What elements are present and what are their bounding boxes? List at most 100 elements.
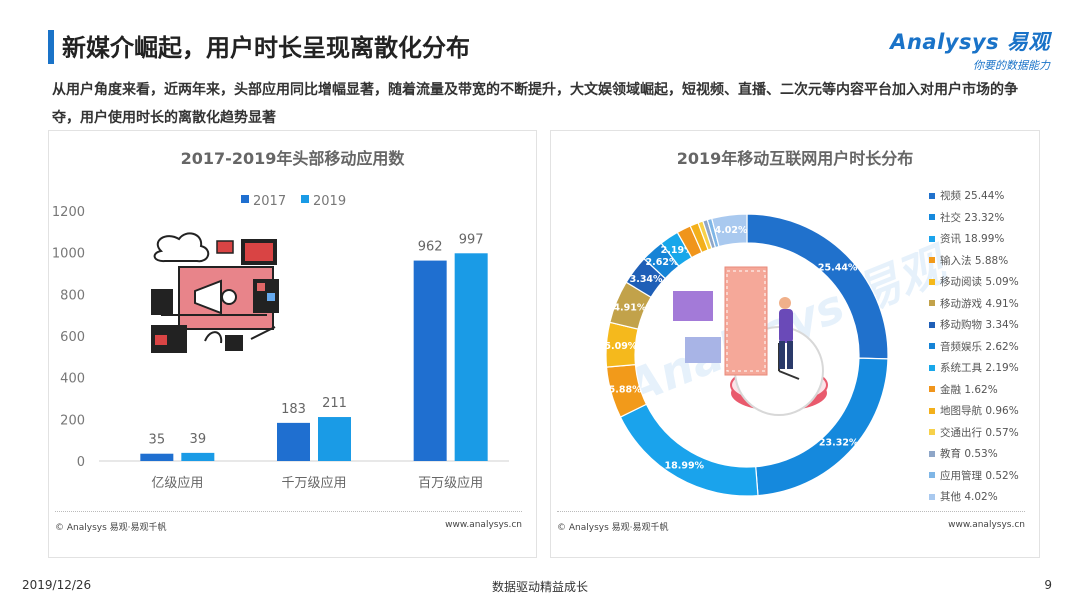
slice-data-label: 2.19% <box>661 245 694 256</box>
y-tick-label: 200 <box>60 413 85 428</box>
data-label: 183 <box>281 402 306 417</box>
legend-swatch <box>929 472 935 479</box>
donut-chart: Analysys 易观 25.44%23.32%18.99%5.88%5.09%… <box>604 213 957 497</box>
legend-label: 应用管理 0.52% <box>940 469 1019 482</box>
legend-swatch <box>929 235 935 242</box>
donut-chart-panel: 2019年移动互联网用户时长分布 Analysys 易观 25.44% 23.32… <box>550 130 1040 558</box>
slice-data-label: 4.02% <box>715 225 748 236</box>
legend-label: 社交 23.32% <box>940 211 1005 224</box>
donut-panel-source: © Analysys 易观·易观千帆 www.analysys.cn <box>557 511 1025 533</box>
bar-source-url: www.analysys.cn <box>445 520 522 530</box>
legend-item: 移动游戏 4.91% <box>929 293 1019 315</box>
bar-chart-panel: 2017-2019年头部移动应用数 0 200 400 600 800 1000 1200 3… <box>48 130 537 558</box>
legend-item: 社交 23.32% <box>929 207 1019 229</box>
legend-swatch <box>929 257 935 264</box>
data-label: 211 <box>322 396 347 411</box>
legend-item: 交通出行 0.57% <box>929 422 1019 444</box>
legend-swatch <box>929 429 935 436</box>
donut-chart-title: 2019年移动互联网用户时长分布 <box>676 149 914 168</box>
bar-2017-0 <box>140 453 174 461</box>
legend-label: 地图导航 0.96% <box>940 405 1019 418</box>
legend-swatch <box>929 364 935 371</box>
legend-item: 输入法 5.88% <box>929 250 1019 272</box>
data-label: 35 <box>149 433 166 448</box>
footer-date: 2019/12/26 <box>22 578 92 592</box>
logo-slogan: 你要的数据能力 <box>973 59 1050 72</box>
legend-label: 输入法 5.88% <box>940 254 1009 267</box>
legend-swatch <box>929 214 935 221</box>
legend-label-2019: 2019 <box>313 194 346 209</box>
data-label: 997 <box>459 232 484 247</box>
bar-2017-2 <box>413 260 447 461</box>
slice-data-label: 23.32% <box>819 438 859 449</box>
donut-source-url: www.analysys.cn <box>948 520 1025 530</box>
legend-item: 移动购物 3.34% <box>929 314 1019 336</box>
slice-data-label: 4.91% <box>613 303 646 314</box>
legend-swatch-2019 <box>301 195 309 203</box>
legend-swatch <box>929 343 935 350</box>
legend-item: 应用管理 0.52% <box>929 465 1019 487</box>
legend-item: 移动阅读 5.09% <box>929 271 1019 293</box>
legend-item: 视频 25.44% <box>929 185 1019 207</box>
legend-label-2017: 2017 <box>253 194 286 209</box>
donut-slice-14 <box>711 213 748 248</box>
legend-label: 系统工具 2.19% <box>940 362 1019 375</box>
legend-swatch-2017 <box>241 195 249 203</box>
intro-paragraph: 从用户角度来看，近两年来，头部应用同比增幅显著，随着流量及带宽的不断提升，大文娱… <box>52 82 1018 126</box>
bar-2017-1 <box>277 422 310 461</box>
donut-source-copyright: © Analysys 易观·易观千帆 <box>557 523 669 533</box>
slice-data-label: 2.62% <box>646 257 679 268</box>
slice-data-label: 5.88% <box>609 384 642 395</box>
legend-swatch <box>929 278 935 285</box>
legend-item: 资讯 18.99% <box>929 228 1019 250</box>
y-tick-label: 1200 <box>52 205 85 220</box>
legend-item: 教育 0.53% <box>929 443 1019 465</box>
y-tick-label: 400 <box>60 372 85 387</box>
legend-item: 其他 4.02% <box>929 486 1019 508</box>
legend-item: 音频娱乐 2.62% <box>929 336 1019 358</box>
legend-swatch <box>929 450 935 457</box>
data-label: 962 <box>418 240 443 255</box>
legend-item: 系统工具 2.19% <box>929 357 1019 379</box>
y-tick-label: 1000 <box>52 247 85 262</box>
legend-label: 教育 0.53% <box>940 448 998 461</box>
legend-label: 交通出行 0.57% <box>940 426 1019 439</box>
footer-slogan: 数据驱动精益成长 <box>491 580 588 594</box>
title-accent-bar <box>48 30 54 64</box>
y-tick-label: 0 <box>77 455 85 470</box>
legend-label: 资讯 18.99% <box>940 233 1005 246</box>
time-illustration <box>673 266 828 416</box>
slice-data-label: 3.34% <box>630 274 663 285</box>
legend-swatch <box>929 300 935 307</box>
legend-swatch <box>929 493 935 500</box>
legend-item: 金融 1.62% <box>929 379 1019 401</box>
legend-label: 移动购物 3.34% <box>940 319 1019 332</box>
bar-panel-source: © Analysys 易观·易观千帆 www.analysys.cn <box>55 511 522 533</box>
donut-legend: 视频 25.44% 社交 23.32% 资讯 18.99% 输入法 5.88% 移动阅读… <box>929 185 1019 508</box>
slice-data-label: 5.09% <box>604 341 637 352</box>
bar-2019-0 <box>181 452 215 461</box>
bar-2019-2 <box>454 253 488 461</box>
x-tick-label: 亿级应用 <box>151 475 203 491</box>
bar-chart-title: 2017-2019年头部移动应用数 <box>180 149 405 168</box>
legend-swatch <box>929 386 935 393</box>
y-tick-label: 600 <box>60 330 85 345</box>
donut-slice-2 <box>619 403 759 497</box>
media-illustration <box>151 232 279 353</box>
legend-swatch <box>929 407 935 414</box>
legend-label: 其他 4.02% <box>940 491 998 504</box>
legend-item: 地图导航 0.96% <box>929 400 1019 422</box>
logo-main-text: Analysys 易观 <box>890 30 1050 54</box>
page-title: 新媒介崛起，用户时长呈现离散化分布 <box>62 34 470 62</box>
slice-data-label: 25.44% <box>818 262 858 273</box>
legend-swatch <box>929 192 935 199</box>
legend-label: 移动游戏 4.91% <box>940 297 1019 310</box>
data-label: 39 <box>190 432 207 447</box>
slice-data-label: 18.99% <box>665 460 705 471</box>
analysys-logo: Analysys 易观 你要的数据能力 <box>890 26 1050 73</box>
legend-swatch <box>929 321 935 328</box>
x-tick-label: 千万级应用 <box>281 475 346 491</box>
bar-chart: 0 200 400 600 800 1000 1200 35 39 亿级应用 183 211 千万级应用… <box>52 194 509 491</box>
x-tick-label: 百万级应用 <box>418 475 483 491</box>
legend-label: 移动阅读 5.09% <box>940 276 1019 289</box>
